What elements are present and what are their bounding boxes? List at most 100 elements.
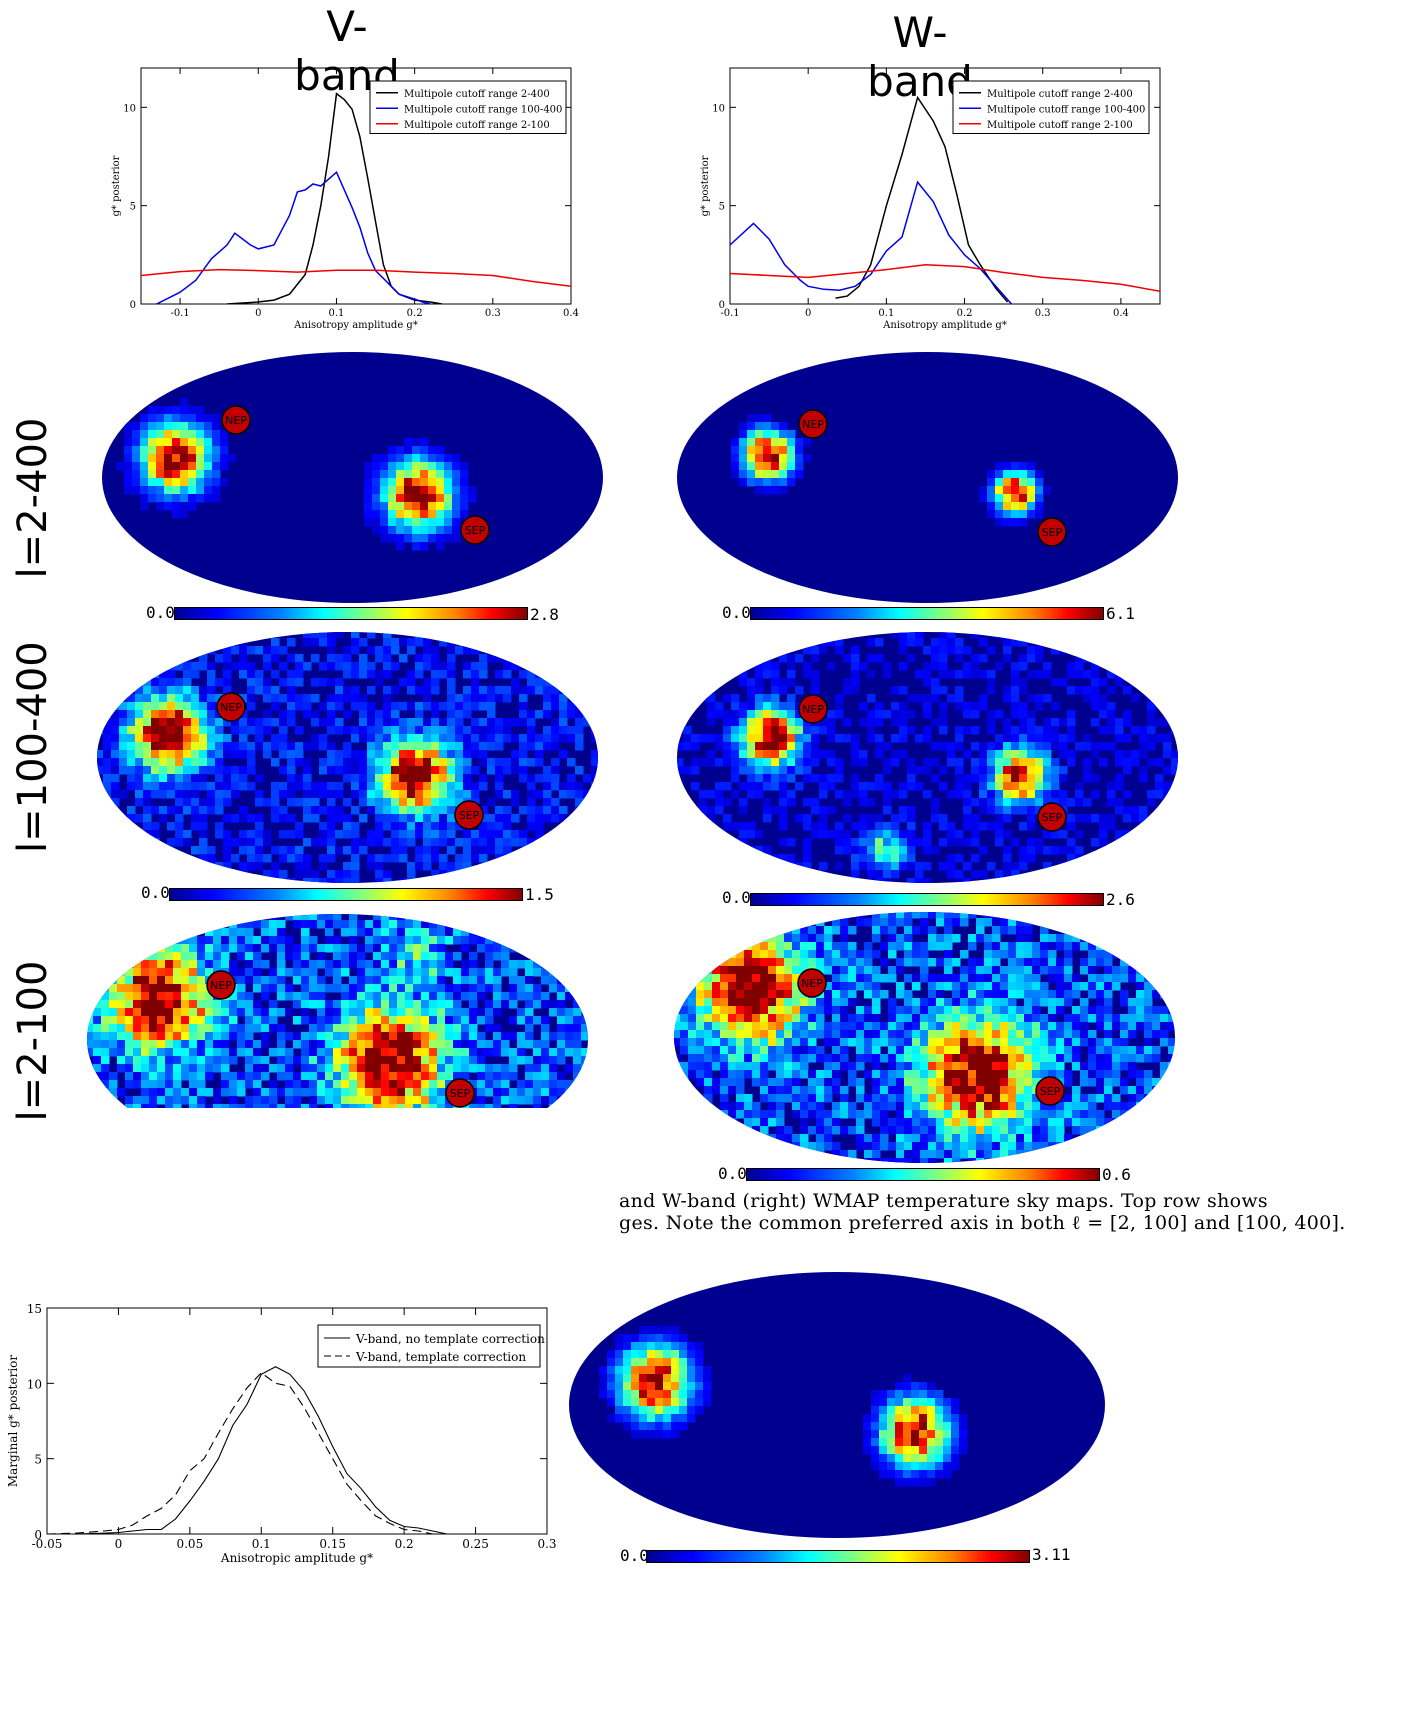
sky-map-v-2-400: NEP SEP <box>102 352 603 603</box>
y-tick-label: 5 <box>130 202 136 213</box>
pole-label: NEP <box>802 418 824 431</box>
x-tick-label: 0.1 <box>252 1537 271 1551</box>
row-label-100-400: l=100-400 <box>10 641 56 853</box>
colorbar-w3-min: 0.0 <box>718 1164 747 1183</box>
pole-label: SEP <box>1042 811 1063 824</box>
caption-line-1: and W-band (right) WMAP temperature sky … <box>619 1190 1268 1212</box>
y-tick-label: 5 <box>34 1453 42 1467</box>
series-line-2 <box>730 180 1013 304</box>
x-tick-label: 0.3 <box>1035 308 1051 319</box>
x-tick-label: 0.2 <box>957 308 973 319</box>
colorbar-v1-min: 0.0 <box>146 603 175 622</box>
legend-box <box>369 80 567 134</box>
x-axis-label: Anisotropic amplitude g* <box>220 1551 373 1565</box>
y-axis-label: g* posterior <box>700 155 711 216</box>
x-tick-label: 0 <box>115 1537 123 1551</box>
nep-marker: NEP <box>221 405 251 435</box>
row-label-2-100: l=2-100 <box>10 960 56 1122</box>
x-tick-label: 0.4 <box>563 308 579 319</box>
x-tick-label: 0.1 <box>329 308 345 319</box>
colorbar-v2-max: 1.5 <box>525 885 554 904</box>
pole-label: SEP <box>465 524 486 537</box>
sep-marker: SEP <box>1037 517 1067 547</box>
pole-label: NEP <box>220 701 242 714</box>
legend-label: V-band, template correction <box>355 1350 526 1364</box>
colorbar-bottom-max: 3.11 <box>1032 1545 1071 1564</box>
sky-map-v-2-100: NEP SEP <box>87 914 588 1108</box>
sky-map-pixels <box>677 352 1178 603</box>
sky-map-pixels <box>674 912 1175 1163</box>
nep-marker: NEP <box>798 409 828 439</box>
x-tick-label: -0.05 <box>32 1537 63 1551</box>
sep-marker: SEP <box>460 515 490 545</box>
colorbar-v2-min: 0.0 <box>141 883 170 902</box>
plot-frame <box>729 67 1161 305</box>
legend-label: Multipole cutoff range 100-400 <box>404 104 562 115</box>
y-tick-label: 0 <box>130 300 136 311</box>
legend-label: Multipole cutoff range 100-400 <box>987 104 1145 115</box>
x-tick-label: 0.25 <box>462 1537 489 1551</box>
nep-marker: NEP <box>206 970 236 1000</box>
series-line-3 <box>141 268 571 288</box>
y-tick-label: 10 <box>123 103 136 114</box>
y-tick-label: 0 <box>34 1528 42 1542</box>
sky-map-pixels <box>102 352 603 603</box>
legend-label: Multipole cutoff range 2-400 <box>404 89 550 100</box>
legend-box <box>952 80 1150 134</box>
sky-map-w-2-400: NEP SEP <box>677 352 1178 603</box>
x-tick-label: 0.05 <box>176 1537 203 1551</box>
y-tick-label: 10 <box>27 1377 42 1391</box>
y-tick-label: 10 <box>712 103 725 114</box>
v-band-posterior-chart: -0.1 0 0.1 0.2 0.3 0.4 0 5 10 Anisotropy amplitud… <box>111 67 579 331</box>
series-line-2 <box>156 170 431 304</box>
colorbar-bottom <box>646 1550 1030 1563</box>
sep-marker: SEP <box>1037 802 1067 832</box>
colorbar-w2-max: 2.6 <box>1106 890 1135 909</box>
sky-map-pixels <box>97 632 598 883</box>
legend-label: V-band, no template correction <box>355 1332 545 1346</box>
plot-frame <box>46 1307 548 1535</box>
colorbar-w3 <box>746 1168 1100 1181</box>
y-axis-label: Marginal g* posterior <box>6 1355 20 1488</box>
pole-label: SEP <box>1042 526 1063 539</box>
x-tick-label: 0 <box>805 308 811 319</box>
nep-marker: NEP <box>798 694 828 724</box>
pole-label: NEP <box>801 977 823 990</box>
pole-label: SEP <box>1040 1085 1061 1098</box>
colorbar-w1-max: 6.1 <box>1106 604 1135 623</box>
pole-label: NEP <box>210 979 232 992</box>
sky-map-v-100-400: NEP SEP <box>97 632 598 883</box>
sep-marker: SEP <box>1035 1076 1065 1106</box>
sep-marker: SEP <box>445 1078 475 1108</box>
pole-label: NEP <box>802 703 824 716</box>
x-tick-label: 0.15 <box>319 1537 346 1551</box>
colorbar-v1 <box>174 607 528 620</box>
y-axis-label: g* posterior <box>111 155 122 216</box>
colorbar-w3-max: 0.6 <box>1102 1165 1131 1184</box>
y-tick-label: 5 <box>719 202 725 213</box>
pole-label: SEP <box>459 809 480 822</box>
x-tick-label: 0.1 <box>878 308 894 319</box>
sky-map-w-2-100: NEP SEP <box>674 912 1175 1163</box>
sky-map-w-100-400: NEP SEP <box>677 632 1178 883</box>
x-tick-label: 0.2 <box>407 308 423 319</box>
x-tick-label: -0.1 <box>170 308 189 319</box>
series-line-2 <box>47 1372 433 1534</box>
x-tick-label: 0 <box>255 308 261 319</box>
x-tick-label: 0.3 <box>485 308 501 319</box>
caption-line-2: ges. Note the common preferred axis in b… <box>619 1212 1346 1234</box>
x-tick-label: 0.4 <box>1113 308 1129 319</box>
legend-label: Multipole cutoff range 2-400 <box>987 89 1133 100</box>
sky-map-pixels <box>677 632 1178 883</box>
x-tick-label: 0.2 <box>395 1537 414 1551</box>
colorbar-w1-min: 0.0 <box>722 603 751 622</box>
colorbar-w2 <box>750 893 1104 906</box>
legend-label: Multipole cutoff range 2-100 <box>987 120 1133 131</box>
y-tick-label: 0 <box>719 300 725 311</box>
colorbar-w2-min: 0.0 <box>722 888 751 907</box>
legend-label: Multipole cutoff range 2-100 <box>404 120 550 131</box>
sky-map-pixels <box>569 1272 1105 1538</box>
nep-marker: NEP <box>216 692 246 722</box>
nep-marker: NEP <box>797 968 827 998</box>
